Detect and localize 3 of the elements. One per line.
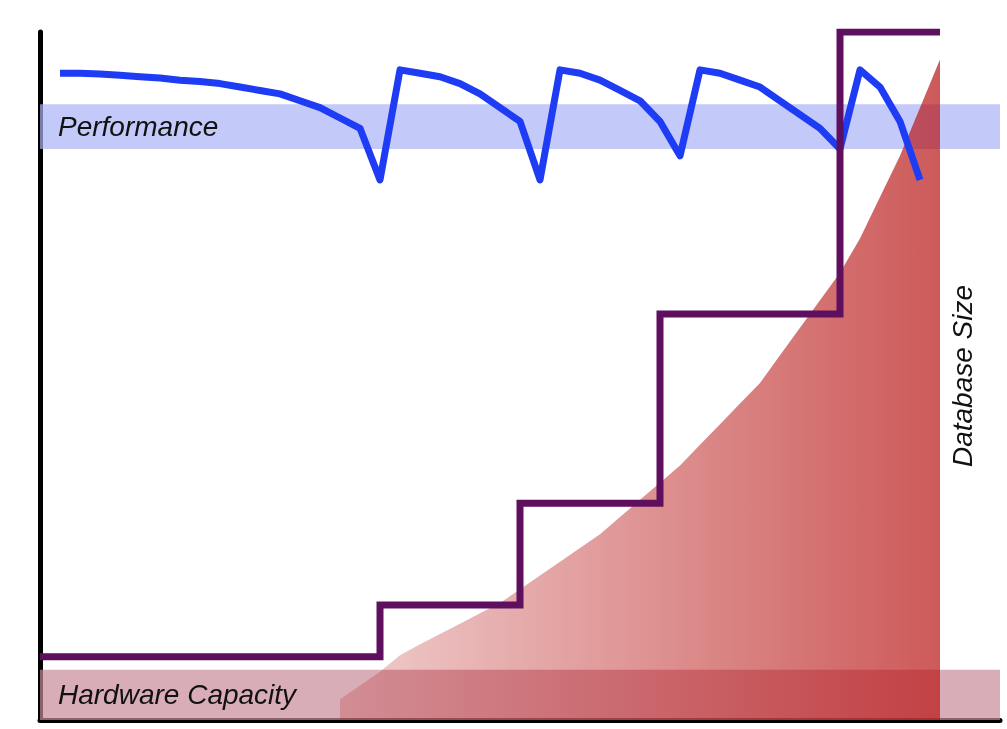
band-label: Performance <box>58 111 219 143</box>
text: Database Size <box>946 284 978 468</box>
band-label: Hardware Capacity <box>58 679 299 711</box>
